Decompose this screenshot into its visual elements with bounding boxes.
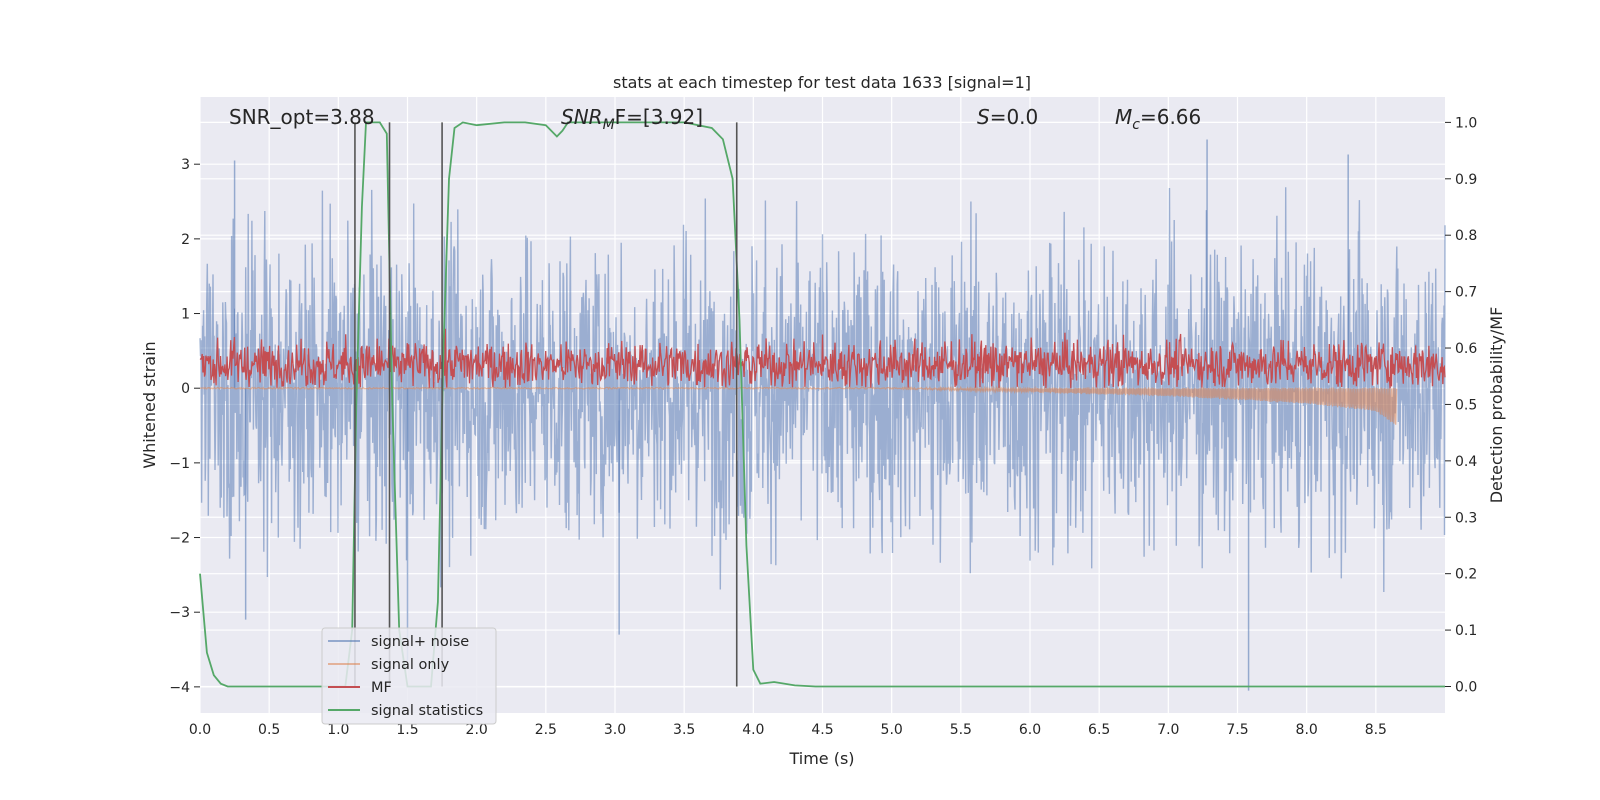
x-tick-label: 3.0 [604, 722, 626, 738]
annotation-s: S=0.0 [977, 105, 1038, 129]
x-axis-label: Time (s) [788, 749, 854, 768]
vertical-markers [354, 122, 738, 687]
x-tick-label: 7.5 [1226, 722, 1248, 738]
snr-mf-sub: M [603, 117, 615, 133]
x-tick-label: 8.0 [1296, 722, 1318, 738]
y2-tick-label: 0.7 [1455, 285, 1477, 301]
x-tick-label: 2.5 [535, 722, 557, 738]
x-tick-label: 6.0 [1019, 722, 1041, 738]
x-tick-label: 5.0 [881, 722, 903, 738]
x-tick-label: 3.5 [673, 722, 695, 738]
x-tick-label: 4.0 [742, 722, 764, 738]
chart-title: stats at each timestep for test data 163… [613, 73, 1031, 92]
x-tick-label: 4.5 [811, 722, 833, 738]
y-tick-label: −3 [169, 605, 190, 621]
s-label: S [977, 105, 990, 129]
series-mf [199, 328, 1446, 389]
x-tick-label: 1.5 [396, 722, 418, 738]
legend-label-signal-statistics: signal statistics [371, 703, 483, 719]
x-tick-label: 0.5 [258, 722, 280, 738]
annotation-snr-mf: SNRMF=[3.92] [561, 105, 703, 133]
legend-label-signal-only: signal only [371, 657, 450, 673]
legend-label-mf: MF [371, 680, 392, 696]
y-axis-label: Whitened strain [140, 341, 159, 468]
y2-tick-label: 0.6 [1455, 341, 1477, 357]
y2-tick-label: 0.1 [1455, 623, 1477, 639]
y-tick-label: 2 [181, 232, 190, 248]
series-signal-only [199, 384, 1398, 425]
snr-mf-rest: F=[3.92] [615, 105, 703, 129]
x-tick-label: 5.5 [950, 722, 972, 738]
s-value: =0.0 [990, 105, 1039, 129]
annotation-mc: Mc=6.66 [1115, 105, 1201, 133]
y2-tick-label: 0.9 [1455, 172, 1477, 188]
y-tick-label: −4 [169, 680, 190, 696]
x-tick-label: 1.0 [327, 722, 349, 738]
y-tick-labels: −4 −3 −2 −1 0 1 2 3 [169, 157, 200, 696]
y2-tick-label: 0.8 [1455, 228, 1477, 244]
y-tick-label: −2 [169, 531, 190, 547]
mc-value: =6.66 [1140, 105, 1201, 129]
y2-tick-label: 0.0 [1455, 679, 1477, 695]
x-tick-labels: 0.0 0.5 1.0 1.5 2.0 2.5 3.0 3.5 4.0 4.5 5.0 5.5 6.0 6… [189, 722, 1387, 738]
y-tick-label: 1 [181, 307, 190, 323]
annotation-snr-opt: SNR_opt=3.88 [229, 105, 375, 129]
y2-axis-label: Detection probability/MF [1487, 307, 1506, 504]
y-tick-label: 3 [181, 157, 190, 173]
snr-mf-base: SNR [561, 105, 603, 129]
y2-tick-labels: 0.0 0.1 0.2 0.3 0.4 0.5 0.6 0.7 0.8 0.9 1.0 [1445, 115, 1477, 695]
legend-box [321, 627, 497, 725]
x-tick-label: 6.5 [1088, 722, 1110, 738]
legend-label-signal-noise: signal+ noise [371, 634, 469, 650]
y2-tick-label: 0.3 [1455, 510, 1477, 526]
x-tick-label: 2.0 [466, 722, 488, 738]
x-tick-label: 7.0 [1157, 722, 1179, 738]
y2-tick-label: 0.4 [1455, 454, 1477, 470]
y2-tick-label: 0.5 [1455, 397, 1477, 413]
mc-base: M [1115, 105, 1132, 129]
x-tick-label: 0.0 [189, 722, 211, 738]
x-tick-label: 8.5 [1365, 722, 1387, 738]
mc-sub: c [1132, 117, 1140, 133]
y2-tick-label: 1.0 [1455, 115, 1477, 131]
legend: signal+ noise signal only MF signal stat… [321, 627, 497, 725]
y-tick-label: −1 [169, 456, 190, 472]
y2-tick-label: 0.2 [1455, 567, 1477, 583]
y-tick-label: 0 [181, 381, 190, 397]
